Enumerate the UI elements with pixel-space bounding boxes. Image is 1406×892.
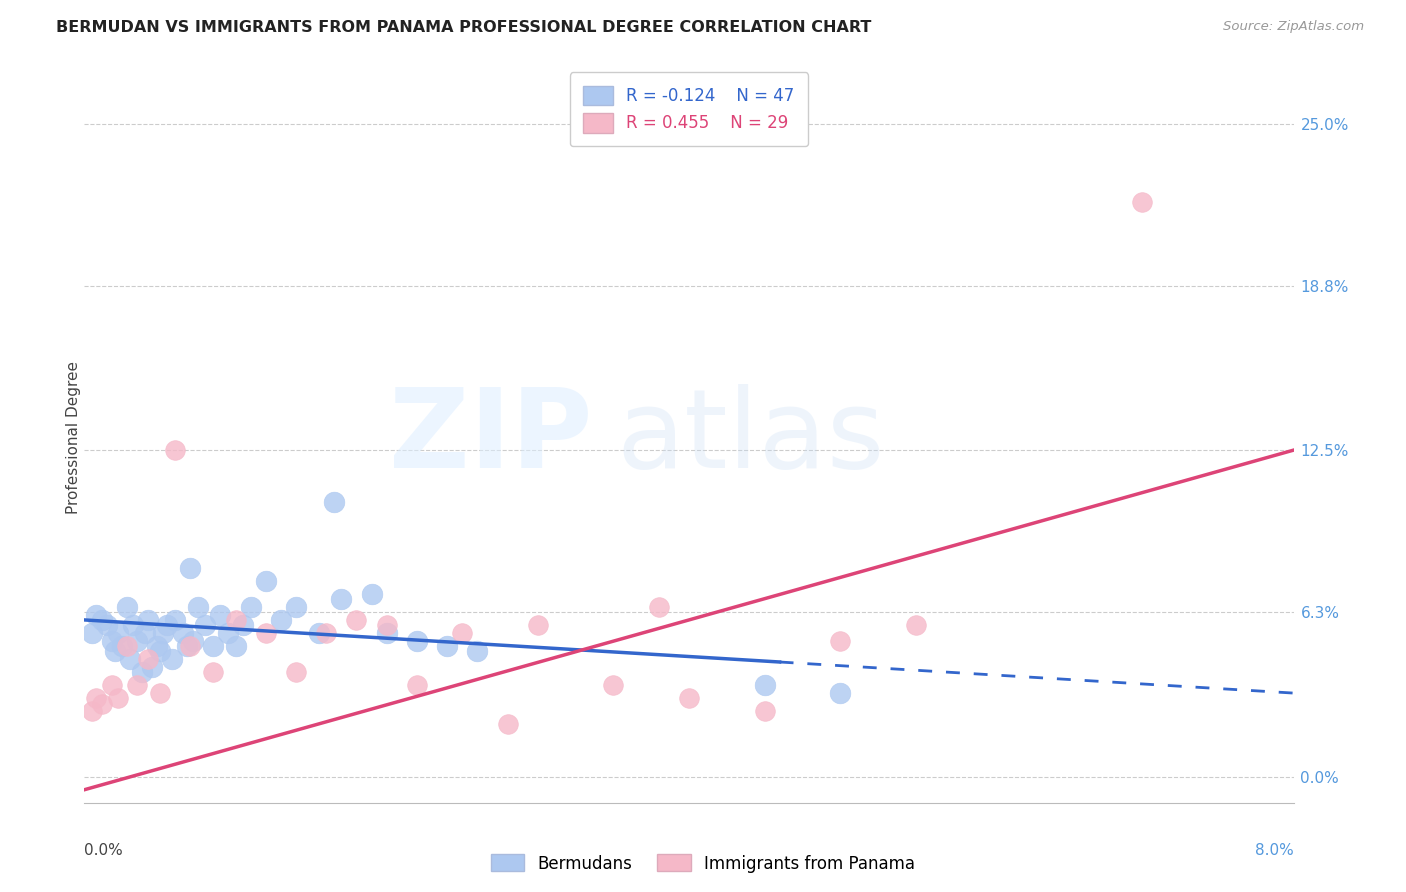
Point — [107, 626, 129, 640]
Point — [149, 644, 172, 658]
Point — [406, 633, 429, 648]
Point — [322, 495, 344, 509]
Point — [115, 599, 138, 614]
Point — [115, 639, 138, 653]
Point — [179, 560, 201, 574]
Point — [239, 599, 262, 614]
Point — [830, 633, 852, 648]
Point — [86, 607, 108, 622]
Point — [165, 443, 187, 458]
Point — [104, 644, 127, 658]
Point — [96, 618, 118, 632]
Point — [131, 665, 153, 680]
Point — [136, 613, 159, 627]
Point — [149, 686, 172, 700]
Point — [270, 613, 292, 627]
Legend: R = -0.124    N = 47, R = 0.455    N = 29: R = -0.124 N = 47, R = 0.455 N = 29 — [569, 72, 808, 146]
Point — [107, 691, 129, 706]
Point — [315, 626, 337, 640]
Point — [194, 618, 217, 632]
Point — [152, 626, 174, 640]
Point — [527, 618, 550, 632]
Point — [134, 626, 156, 640]
Point — [330, 592, 353, 607]
Point — [136, 652, 159, 666]
Y-axis label: Professional Degree: Professional Degree — [66, 360, 80, 514]
Point — [165, 613, 187, 627]
Point — [375, 626, 398, 640]
Text: Source: ZipAtlas.com: Source: ZipAtlas.com — [1223, 20, 1364, 33]
Point — [156, 618, 179, 632]
Point — [436, 639, 458, 653]
Text: 8.0%: 8.0% — [1254, 843, 1294, 858]
Point — [467, 644, 489, 658]
Point — [254, 626, 277, 640]
Point — [754, 705, 776, 719]
Point — [181, 633, 204, 648]
Point — [80, 626, 103, 640]
Text: 0.0%: 0.0% — [84, 843, 124, 858]
Point — [496, 717, 519, 731]
Point — [375, 618, 398, 632]
Point — [209, 607, 232, 622]
Point — [225, 639, 247, 653]
Point — [346, 613, 368, 627]
Point — [830, 686, 852, 700]
Point — [648, 599, 671, 614]
Point — [160, 652, 183, 666]
Point — [80, 705, 103, 719]
Point — [146, 639, 169, 653]
Point — [172, 626, 194, 640]
Point — [86, 691, 108, 706]
Point — [1132, 194, 1154, 209]
Text: atlas: atlas — [616, 384, 884, 491]
Point — [360, 587, 382, 601]
Point — [91, 613, 114, 627]
Point — [678, 691, 700, 706]
Point — [754, 678, 776, 692]
Point — [451, 626, 474, 640]
Point — [308, 626, 330, 640]
Point — [232, 618, 254, 632]
Point — [406, 678, 429, 692]
Point — [118, 652, 141, 666]
Point — [225, 613, 247, 627]
Point — [904, 618, 927, 632]
Point — [127, 678, 149, 692]
Point — [91, 697, 114, 711]
Point — [187, 599, 209, 614]
Point — [285, 665, 308, 680]
Point — [127, 633, 149, 648]
Point — [176, 639, 198, 653]
Text: ZIP: ZIP — [389, 384, 592, 491]
Point — [602, 678, 624, 692]
Point — [217, 626, 239, 640]
Point — [201, 665, 224, 680]
Point — [141, 660, 163, 674]
Point — [254, 574, 277, 588]
Point — [121, 618, 143, 632]
Point — [100, 678, 122, 692]
Point — [285, 599, 308, 614]
Text: BERMUDAN VS IMMIGRANTS FROM PANAMA PROFESSIONAL DEGREE CORRELATION CHART: BERMUDAN VS IMMIGRANTS FROM PANAMA PROFE… — [56, 20, 872, 35]
Point — [201, 639, 224, 653]
Legend: Bermudans, Immigrants from Panama: Bermudans, Immigrants from Panama — [484, 847, 922, 880]
Point — [111, 639, 134, 653]
Point — [100, 633, 122, 648]
Point — [179, 639, 201, 653]
